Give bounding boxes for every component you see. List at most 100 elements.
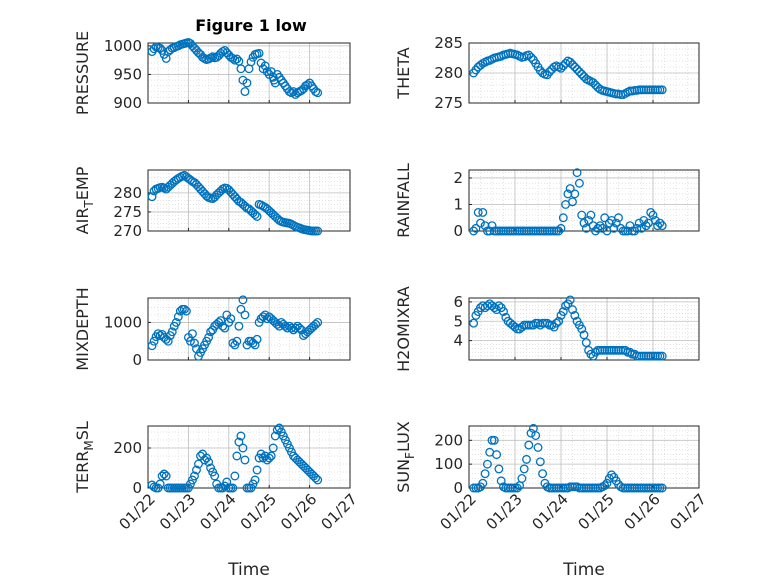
y-tick-label: 285 (434, 34, 463, 52)
data-point (611, 218, 621, 228)
data-point (258, 312, 268, 322)
y-tick-label: 100 (434, 455, 463, 473)
data-point (252, 212, 262, 221)
data-point (524, 50, 534, 60)
data-point (236, 431, 246, 441)
x-axis-label: Time (227, 560, 270, 580)
y-axis-label: SUNFLUX (394, 421, 417, 493)
y-axis-label-main: MIXDEPTH (73, 287, 92, 370)
axes-box (147, 42, 351, 104)
y-tick-label: 270 (113, 222, 142, 240)
data-point (554, 316, 564, 326)
data-point (149, 44, 159, 54)
y-axis-label-main: AIR (73, 208, 92, 235)
data-point (226, 314, 236, 324)
data-point (646, 207, 656, 217)
data-point (561, 301, 571, 311)
subplot-6: 4 56 H2OMIXRA (394, 286, 700, 372)
y-tick-label: 900 (113, 94, 142, 112)
data-point (272, 319, 282, 329)
data-series (469, 168, 667, 236)
y-tick-label: 275 (113, 203, 142, 221)
data-point (240, 87, 250, 97)
data-point (222, 477, 232, 487)
y-tick-label: 0 (132, 351, 142, 369)
data-point (565, 57, 575, 67)
data-point (558, 61, 568, 71)
data-point (264, 453, 274, 463)
data-point (478, 207, 488, 217)
data-point (311, 319, 321, 329)
data-point (574, 178, 584, 188)
y-tick-label: 0 (453, 222, 463, 240)
data-point (522, 454, 531, 464)
data-point (510, 322, 520, 332)
data-point (480, 221, 490, 231)
data-point (579, 218, 589, 228)
data-point (614, 213, 623, 223)
data-point (476, 60, 485, 70)
data-point (155, 479, 165, 489)
y-tick-label: 1 (453, 195, 463, 213)
data-point (494, 301, 504, 311)
data-point (655, 218, 665, 228)
data-point (568, 60, 577, 70)
y-tick-label: 1000 (104, 313, 142, 331)
data-series (469, 423, 667, 493)
data-point (192, 465, 201, 475)
data-point (303, 80, 313, 90)
data-series (147, 295, 323, 361)
data-point (260, 61, 270, 71)
data-point (653, 221, 663, 231)
subplot-2: 275 280 285 THETA (394, 34, 700, 112)
data-point (517, 474, 527, 483)
subplot-4: 0 1 2 RAINFALL (394, 163, 700, 240)
data-point (240, 310, 250, 320)
data-point (526, 52, 536, 62)
data-point (311, 473, 321, 483)
y-axis-label: AIRTEMP (73, 166, 96, 234)
data-point (246, 57, 256, 67)
data-series (147, 170, 323, 236)
data-point (584, 215, 594, 225)
data-point (528, 320, 538, 330)
y-axis-label-main: H2OMIXRA (394, 286, 413, 372)
data-point (291, 323, 300, 333)
data-series (469, 48, 667, 100)
data-point (558, 213, 568, 223)
data-point (648, 210, 658, 220)
data-point (155, 43, 165, 53)
data-point (657, 483, 667, 493)
data-point (313, 475, 323, 485)
data-point (568, 305, 577, 315)
data-point (190, 471, 199, 481)
data-point (238, 295, 248, 305)
data-point (234, 437, 244, 447)
data-point (204, 333, 214, 342)
data-point (657, 85, 667, 95)
y-axis-label-subscript: T (82, 200, 96, 209)
data-point (181, 306, 191, 316)
data-point (632, 223, 642, 233)
data-point (469, 318, 479, 328)
y-axis-label-main: RAINFALL (394, 163, 413, 238)
data-point (492, 450, 502, 460)
data-point (533, 443, 543, 452)
y-tick-label: 275 (434, 94, 463, 112)
axes-box (468, 297, 700, 361)
data-point (478, 478, 488, 488)
data-point (637, 223, 646, 233)
data-point (641, 221, 651, 231)
data-point (485, 226, 495, 236)
data-point (480, 469, 490, 479)
data-point (179, 304, 189, 314)
y-tick-label: 950 (113, 65, 142, 83)
y-tick-label: 6 (453, 293, 463, 311)
data-point (234, 321, 244, 331)
data-point (232, 451, 242, 461)
data-point (586, 349, 596, 359)
data-point (313, 317, 323, 327)
data-point (313, 226, 323, 236)
y-axis-label-main: PRESSURE (73, 31, 92, 115)
